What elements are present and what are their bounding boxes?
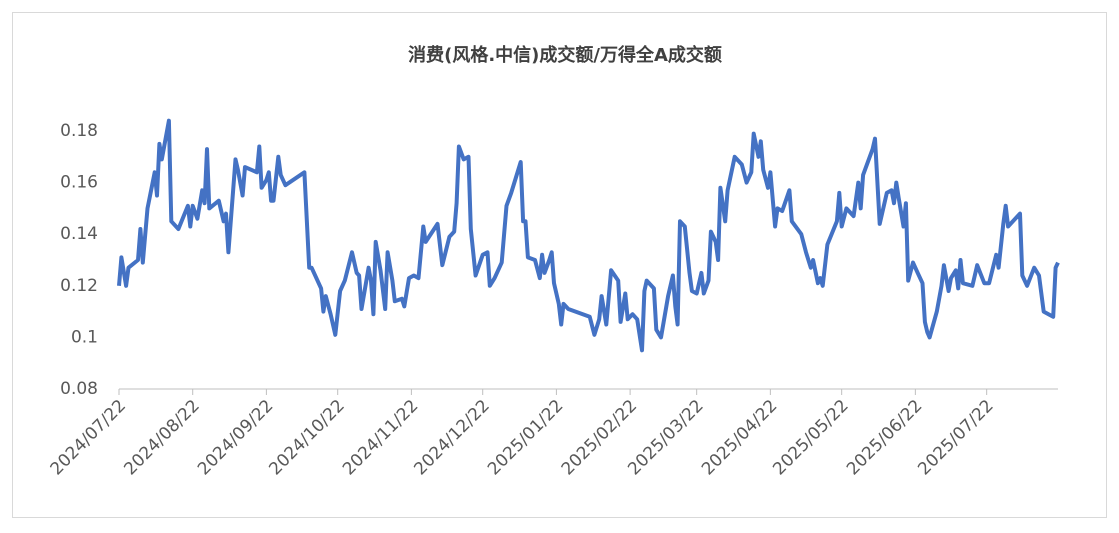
chart-title: 消费(风格.中信)成交额/万得全A成交额 bbox=[408, 44, 722, 66]
chart-frame bbox=[12, 12, 1107, 518]
y-tick-label: 0.14 bbox=[60, 224, 98, 244]
data-line bbox=[117, 118, 1060, 353]
y-tick-label: 0.12 bbox=[60, 276, 98, 296]
y-tick-label: 0.1 bbox=[71, 327, 98, 347]
y-tick-label: 0.18 bbox=[60, 121, 98, 141]
y-tick-label: 0.08 bbox=[60, 379, 98, 399]
y-tick-label: 0.16 bbox=[60, 173, 98, 193]
